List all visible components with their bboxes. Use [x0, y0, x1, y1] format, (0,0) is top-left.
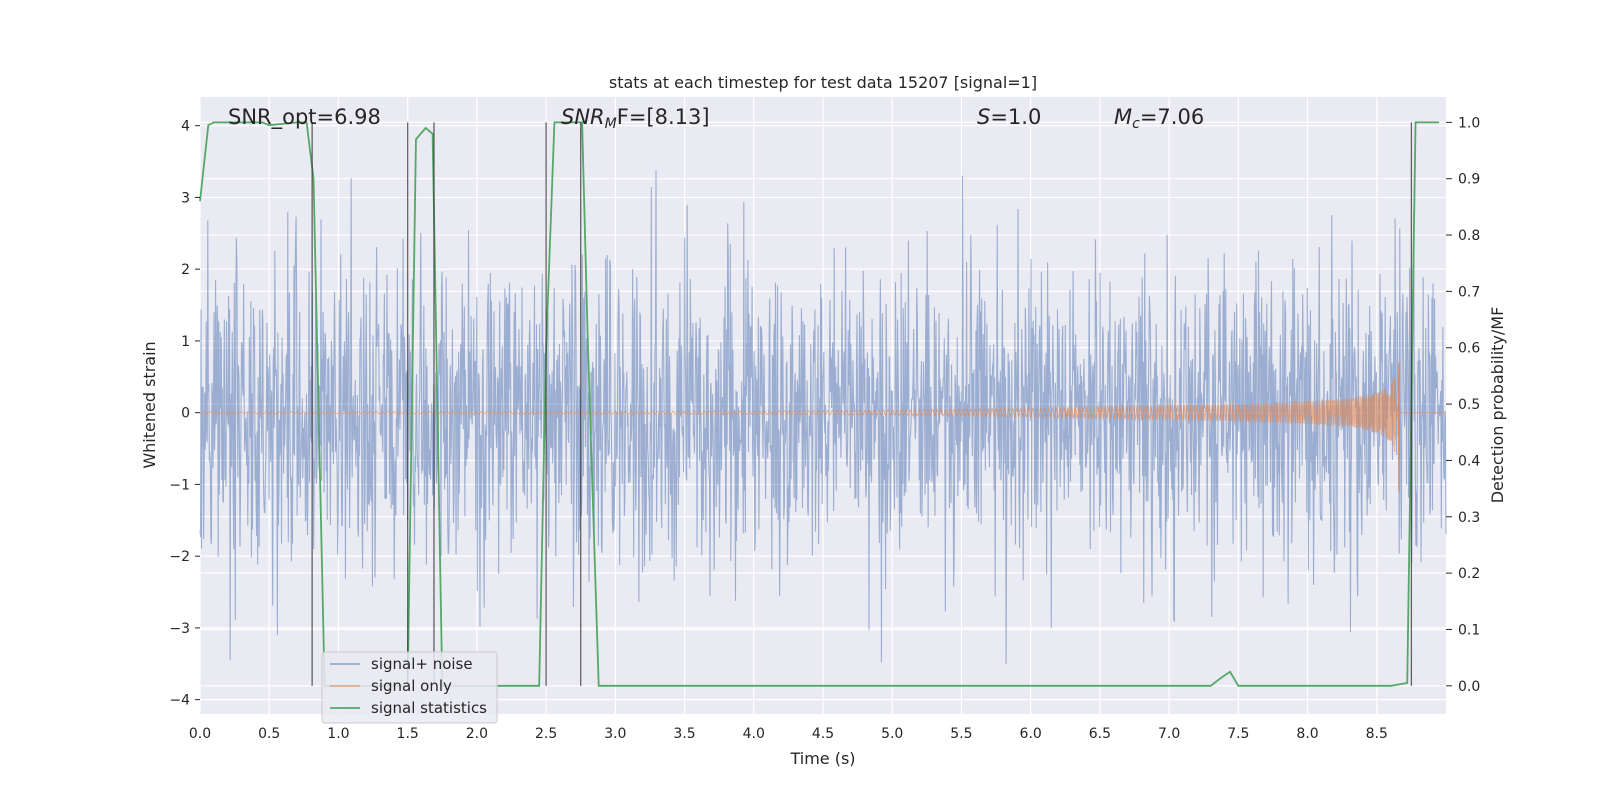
y-tick-label-1: 3 [181, 190, 190, 206]
annotation-mc-sub: c [1132, 116, 1140, 132]
y-tick-label-2: 2 [181, 262, 190, 278]
vertical-markers [311, 122, 1413, 686]
x-tick-label-0: 0.0 [189, 726, 211, 742]
y-right-tick-label-8: 0.2 [1458, 566, 1480, 582]
x-axis-label: Time (s) [789, 749, 855, 768]
x-tick-label-3: 1.5 [397, 726, 419, 742]
x-axis-ticks: 0.0 0.5 1.0 1.5 2.0 2.5 3.0 3.5 4.0 4.5 5.0 5.5 6.0 6… [189, 726, 1388, 742]
annotation-mc-rest: =7.06 [1140, 105, 1204, 129]
chart-title: stats at each timestep for test data 152… [609, 73, 1037, 92]
y-tick-label-6: −2 [169, 549, 190, 565]
y-right-tick-label-5: 0.5 [1458, 397, 1480, 413]
annotation-s: S=1.0 [977, 105, 1041, 129]
x-tick-label-17: 8.5 [1366, 726, 1388, 742]
x-tick-label-6: 3.0 [604, 726, 626, 742]
y-right-tick-label-3: 0.7 [1458, 284, 1480, 300]
x-tick-label-14: 7.0 [1158, 726, 1180, 742]
y-right-tick-label-0: 1.0 [1458, 115, 1480, 131]
y-axis-ticks: 4 3 2 1 0 −1 −2 −3 −4 [169, 119, 200, 709]
signal-statistics-line [199, 121, 1440, 687]
annotation-s-italic: S [977, 105, 990, 129]
y-right-tick-label-2: 0.8 [1458, 228, 1480, 244]
x-tick-label-5: 2.5 [535, 726, 557, 742]
x-tick-label-9: 4.5 [812, 726, 834, 742]
x-tick-label-4: 2.0 [466, 726, 488, 742]
legend-box [321, 651, 498, 724]
y-axis-label: Whitened strain [140, 341, 159, 468]
y-right-tick-label-9: 0.1 [1458, 622, 1480, 638]
y-right-tick-label-10: 0.0 [1458, 679, 1480, 695]
annotation-snr-mf-sub: M [605, 116, 617, 132]
x-tick-label-8: 4.0 [743, 726, 765, 742]
legend-label-signal-noise: signal+ noise [371, 655, 473, 673]
y-tick-label-5: −1 [169, 477, 190, 493]
y-right-tick-label-6: 0.4 [1458, 453, 1480, 469]
y-tick-label-7: −3 [169, 621, 190, 637]
legend: signal+ noise signal only signal statist… [321, 651, 498, 724]
y-tick-label-3: 1 [181, 334, 190, 350]
y-right-axis-ticks: 1.0 0.9 0.8 0.7 0.6 0.5 0.4 0.3 0.2 0.1 0.0 [1446, 115, 1480, 695]
x-tick-label-1: 0.5 [258, 726, 280, 742]
x-tick-label-2: 1.0 [327, 726, 349, 742]
y-right-tick-label-1: 0.9 [1458, 172, 1480, 188]
y-right-tick-label-4: 0.6 [1458, 341, 1480, 357]
x-tick-label-7: 3.5 [673, 726, 695, 742]
legend-label-signal-statistics: signal statistics [371, 699, 487, 717]
annotation-s-rest: =1.0 [990, 105, 1041, 129]
annotation-mc: Mc=7.06 [1114, 105, 1204, 132]
y-right-tick-label-7: 0.3 [1458, 510, 1480, 526]
annotation-snr-mf-italic: SNR [561, 105, 605, 129]
x-tick-label-16: 8.0 [1296, 726, 1318, 742]
y-tick-label-4: 0 [181, 406, 190, 422]
annotation-snr-mf-rest: F=[8.13] [617, 105, 710, 129]
y-right-axis-label: Detection probability/MF [1488, 307, 1507, 504]
signal-statistics-series [199, 121, 1440, 687]
x-tick-label-15: 7.5 [1227, 726, 1249, 742]
annotation-snr-mf: SNRMF=[8.13] [561, 105, 710, 132]
annotation-snr-opt: SNR_opt=6.98 [228, 105, 381, 130]
y-tick-label-8: −4 [169, 693, 190, 709]
legend-label-signal-only: signal only [371, 677, 452, 695]
x-tick-label-10: 5.0 [881, 726, 903, 742]
x-tick-label-13: 6.5 [1089, 726, 1111, 742]
x-tick-label-11: 5.5 [950, 726, 972, 742]
x-tick-label-12: 6.0 [1020, 726, 1042, 742]
y-tick-label-0: 4 [181, 119, 190, 135]
annotation-mc-italic: M [1114, 105, 1132, 129]
